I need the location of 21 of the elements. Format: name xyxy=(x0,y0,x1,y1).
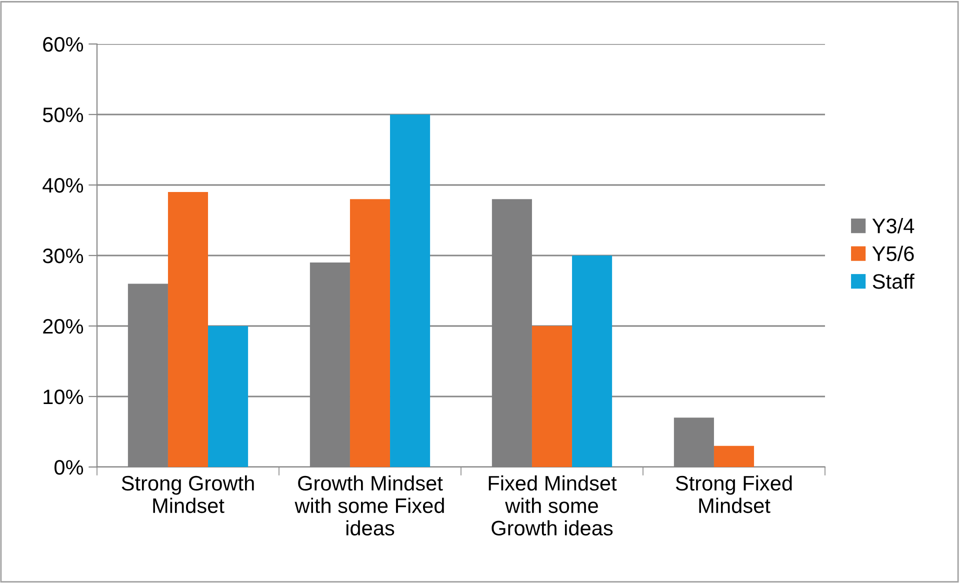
x-tick-label: Strong Fixed Mindset xyxy=(676,475,792,514)
bar xyxy=(350,199,390,467)
bar xyxy=(572,256,612,467)
y-tick-label: 60% xyxy=(43,37,84,52)
y-tick-label: 20% xyxy=(43,319,84,334)
bar xyxy=(714,446,754,467)
x-tick-label: Growth Mindset with some Fixed ideas xyxy=(294,475,444,536)
bar xyxy=(208,326,248,467)
legend-label: Y3/4 xyxy=(872,218,914,234)
bar xyxy=(532,326,572,467)
y-tick-label: 50% xyxy=(42,108,84,122)
y-tick-label: 0% xyxy=(54,460,84,475)
y-tick-label: 30% xyxy=(42,248,84,264)
legend-label: Staff xyxy=(872,274,914,289)
y-tick-label: 40% xyxy=(42,178,84,193)
legend-label: Y5/6 xyxy=(872,246,914,262)
bar xyxy=(168,192,208,467)
y-tick-label: 10% xyxy=(44,390,84,404)
x-tick-label: Fixed Mindset with some Growth ideas xyxy=(488,475,617,536)
bar xyxy=(390,114,430,467)
x-tick-label: Strong Growth Mindset xyxy=(122,475,254,514)
